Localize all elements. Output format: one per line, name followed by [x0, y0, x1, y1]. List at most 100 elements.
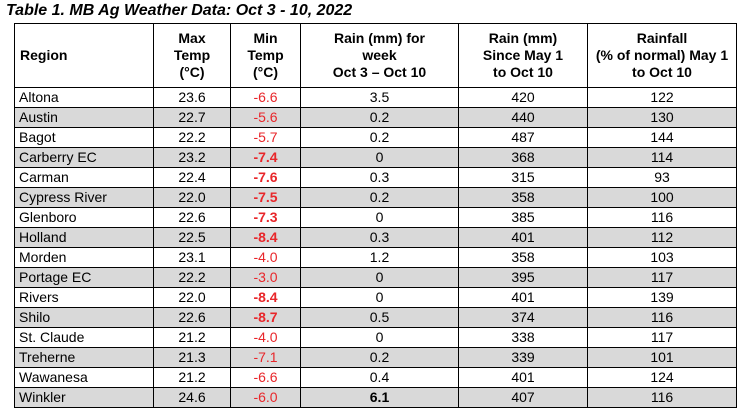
cell-region: Treherne [14, 347, 154, 368]
cell-rain-since-may: 487 [458, 127, 588, 148]
cell-rain-week: 0.2 [300, 127, 459, 148]
table-row: Carman 22.4 -7.6 0.3 315 93 [14, 167, 737, 188]
caption-dates: Oct 3 - 10, 2022 [235, 2, 353, 19]
cell-max-temp: 21.3 [153, 347, 231, 368]
table-row: Cypress River 22.0 -7.5 0.2 358 100 [14, 187, 737, 208]
table-row: Rivers 22.0 -8.4 0 401 139 [14, 287, 737, 308]
cell-max-temp: 23.6 [153, 87, 231, 108]
cell-max-temp: 23.1 [153, 247, 231, 268]
cell-region: Cypress River [14, 187, 154, 208]
cell-max-temp: 22.0 [153, 287, 231, 308]
cell-max-temp: 21.2 [153, 367, 231, 388]
cell-region: Morden [14, 247, 154, 268]
cell-rainfall-percent: 144 [587, 127, 737, 148]
cell-rainfall-percent: 139 [587, 287, 737, 308]
cell-region: Shilo [14, 307, 154, 328]
cell-rain-week: 0 [300, 267, 459, 288]
cell-region: Winkler [14, 387, 154, 408]
cell-rain-week: 0.4 [300, 367, 459, 388]
cell-rainfall-percent: 122 [587, 87, 737, 108]
cell-min-temp: -5.7 [230, 127, 301, 148]
cell-rain-week: 0 [300, 207, 459, 228]
cell-max-temp: 24.6 [153, 387, 231, 408]
cell-min-temp: -8.4 [230, 287, 301, 308]
header-region: Region [14, 23, 154, 88]
cell-rainfall-percent: 130 [587, 107, 737, 128]
table-row: Carberry EC 23.2 -7.4 0 368 114 [14, 147, 737, 168]
table-row: Bagot 22.2 -5.7 0.2 487 144 [14, 127, 737, 148]
cell-rainfall-percent: 100 [587, 187, 737, 208]
cell-max-temp: 21.2 [153, 327, 231, 348]
table-row: Portage EC 22.2 -3.0 0 395 117 [14, 267, 737, 288]
cell-min-temp: -7.4 [230, 147, 301, 168]
cell-max-temp: 22.5 [153, 227, 231, 248]
cell-region: Holland [14, 227, 154, 248]
cell-rain-since-may: 420 [458, 87, 588, 108]
cell-min-temp: -8.4 [230, 227, 301, 248]
cell-rainfall-percent: 117 [587, 267, 737, 288]
cell-rain-since-may: 401 [458, 287, 588, 308]
header-max-temp: Max Temp (°C) [153, 23, 231, 88]
cell-min-temp: -3.0 [230, 267, 301, 288]
cell-rain-since-may: 358 [458, 247, 588, 268]
cell-rain-since-may: 374 [458, 307, 588, 328]
cell-rainfall-percent: 112 [587, 227, 737, 248]
header-rain-since-may: Rain (mm) Since May 1 to Oct 10 [458, 23, 588, 88]
cell-rain-week: 0 [300, 327, 459, 348]
cell-rain-since-may: 407 [458, 387, 588, 408]
table-body: Altona 23.6 -6.6 3.5 420 122 Austin 22.7 -5.6 0.2… [14, 87, 737, 408]
cell-rain-week: 1.2 [300, 247, 459, 268]
cell-rain-week: 6.1 [300, 387, 459, 408]
cell-min-temp: -8.7 [230, 307, 301, 328]
cell-rain-since-may: 315 [458, 167, 588, 188]
cell-max-temp: 22.7 [153, 107, 231, 128]
cell-rain-week: 0.3 [300, 167, 459, 188]
table-row: Holland 22.5 -8.4 0.3 401 112 [14, 227, 737, 248]
cell-rain-since-may: 385 [458, 207, 588, 228]
cell-max-temp: 22.6 [153, 207, 231, 228]
cell-rainfall-percent: 116 [587, 307, 737, 328]
cell-rain-week: 0 [300, 147, 459, 168]
cell-rainfall-percent: 117 [587, 327, 737, 348]
cell-max-temp: 22.6 [153, 307, 231, 328]
cell-rain-week: 0 [300, 287, 459, 308]
cell-region: Carberry EC [14, 147, 154, 168]
cell-min-temp: -7.3 [230, 207, 301, 228]
cell-region: Wawanesa [14, 367, 154, 388]
cell-max-temp: 22.2 [153, 267, 231, 288]
cell-region: Portage EC [14, 267, 154, 288]
cell-region: St. Claude [14, 327, 154, 348]
header-row: Region Max Temp (°C) Min Temp (°C) Rain … [14, 23, 737, 88]
cell-region: Austin [14, 107, 154, 128]
table-row: Altona 23.6 -6.6 3.5 420 122 [14, 87, 737, 108]
cell-rainfall-percent: 116 [587, 387, 737, 408]
cell-region: Altona [14, 87, 154, 108]
cell-region: Glenboro [14, 207, 154, 228]
cell-rain-week: 0.5 [300, 307, 459, 328]
table-row: Glenboro 22.6 -7.3 0 385 116 [14, 207, 737, 228]
cell-min-temp: -4.0 [230, 327, 301, 348]
cell-rain-since-may: 440 [458, 107, 588, 128]
table-row: Winkler 24.6 -6.0 6.1 407 116 [14, 387, 737, 408]
cell-rain-week: 0.2 [300, 347, 459, 368]
table-row: Morden 23.1 -4.0 1.2 358 103 [14, 247, 737, 268]
cell-rain-week: 0.2 [300, 107, 459, 128]
cell-max-temp: 23.2 [153, 147, 231, 168]
cell-rain-week: 3.5 [300, 87, 459, 108]
cell-rain-week: 0.2 [300, 187, 459, 208]
cell-rain-since-may: 401 [458, 227, 588, 248]
cell-region: Bagot [14, 127, 154, 148]
cell-min-temp: -5.6 [230, 107, 301, 128]
cell-rain-since-may: 339 [458, 347, 588, 368]
header-min-temp: Min Temp (°C) [230, 23, 301, 88]
cell-rain-since-may: 401 [458, 367, 588, 388]
cell-rain-since-may: 368 [458, 147, 588, 168]
table-row: Austin 22.7 -5.6 0.2 440 130 [14, 107, 737, 128]
cell-rainfall-percent: 116 [587, 207, 737, 228]
cell-rainfall-percent: 101 [587, 347, 737, 368]
header-rainfall-percent: Rainfall (% of normal) May 1 to Oct 10 [587, 23, 737, 88]
cell-max-temp: 22.0 [153, 187, 231, 208]
cell-min-temp: -4.0 [230, 247, 301, 268]
cell-min-temp: -6.6 [230, 367, 301, 388]
cell-region: Rivers [14, 287, 154, 308]
